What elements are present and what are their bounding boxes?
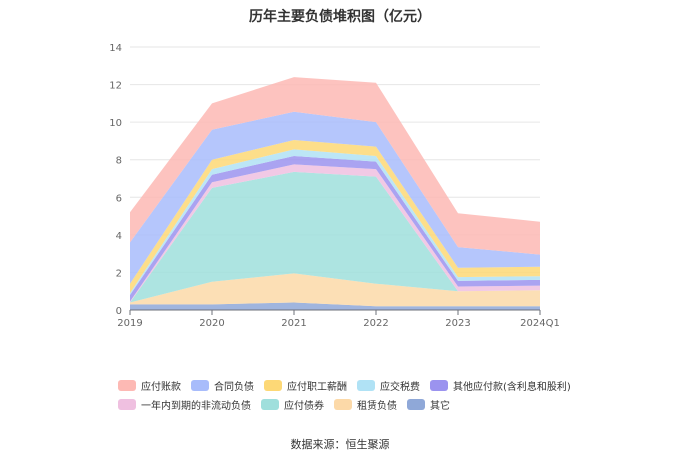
y-tick-label: 12 xyxy=(109,81,122,92)
area-8 xyxy=(130,77,540,255)
legend-item[interactable]: 应付债券 xyxy=(261,397,324,412)
legend-label: 应付职工薪酬 xyxy=(287,382,347,393)
x-tick-label: 2022 xyxy=(363,318,388,329)
area-7 xyxy=(130,111,540,284)
data-source: 数据来源：恒生聚源 xyxy=(290,438,390,451)
legend-label: 应交税费 xyxy=(380,382,420,393)
legend-swatch xyxy=(407,399,425,410)
legend-item[interactable]: 应付职工薪酬 xyxy=(264,378,347,393)
x-tick-label: 2024Q1 xyxy=(520,318,560,329)
legend: 应付账款 合同负债 应付职工薪酬 应交税费 其他应付款(含利息和股利) 一年内到期的非流… xyxy=(118,376,588,414)
area-series xyxy=(130,77,540,310)
area-0 xyxy=(130,302,540,310)
x-tick-label: 2020 xyxy=(199,318,224,329)
legend-label: 租赁负债 xyxy=(357,401,397,412)
legend-item[interactable]: 一年内到期的非流动负债 xyxy=(118,397,251,412)
y-tick-label: 10 xyxy=(109,118,122,129)
legend-swatch xyxy=(261,399,279,410)
x-tick-label: 2019 xyxy=(117,318,142,329)
y-tick-label: 0 xyxy=(116,306,122,317)
legend-row: 一年内到期的非流动负债 应付债券 租赁负债 其它 xyxy=(118,395,588,414)
x-tick-label: 2023 xyxy=(445,318,470,329)
legend-swatch xyxy=(334,399,352,410)
legend-label: 应付账款 xyxy=(141,382,181,393)
legend-swatch xyxy=(118,380,136,391)
y-tick-label: 14 xyxy=(109,43,122,54)
area-2 xyxy=(130,171,540,303)
legend-item[interactable]: 其它 xyxy=(407,397,450,412)
y-tick-label: 4 xyxy=(116,231,122,242)
legend-swatch xyxy=(357,380,375,391)
legend-label: 应付债券 xyxy=(284,401,324,412)
area-1 xyxy=(130,273,540,307)
legend-label: 合同负债 xyxy=(214,382,254,393)
y-tick-label: 6 xyxy=(116,193,122,204)
chart-title: 历年主要负债堆积图（亿元） xyxy=(249,9,431,25)
y-tick-label: 8 xyxy=(116,156,122,167)
legend-item[interactable]: 租赁负债 xyxy=(334,397,397,412)
legend-label: 一年内到期的非流动负债 xyxy=(141,401,251,412)
legend-label: 其他应付款(含利息和股利) xyxy=(453,382,571,393)
x-tick-label: 2021 xyxy=(281,318,306,329)
legend-item[interactable]: 合同负债 xyxy=(191,378,254,393)
legend-label: 其它 xyxy=(430,401,450,412)
legend-swatch xyxy=(191,380,209,391)
legend-item[interactable]: 应交税费 xyxy=(357,378,420,393)
area-3 xyxy=(130,164,540,303)
legend-item[interactable]: 应付账款 xyxy=(118,378,181,393)
legend-swatch xyxy=(264,380,282,391)
stacked-area-chart: 0 2 4 6 8 10 12 14 2019 2020 2021 2022 2023 2024Q1 xyxy=(109,43,560,329)
legend-row: 应付账款 合同负债 应付职工薪酬 应交税费 其他应付款(含利息和股利) xyxy=(118,376,588,395)
y-tick-label: 2 xyxy=(116,268,122,279)
legend-item[interactable]: 其他应付款(含利息和股利) xyxy=(430,378,571,393)
axes: 0 2 4 6 8 10 12 14 2019 2020 2021 2022 2023 2024Q1 xyxy=(109,43,560,329)
legend-swatch xyxy=(118,399,136,410)
legend-swatch xyxy=(430,380,448,391)
